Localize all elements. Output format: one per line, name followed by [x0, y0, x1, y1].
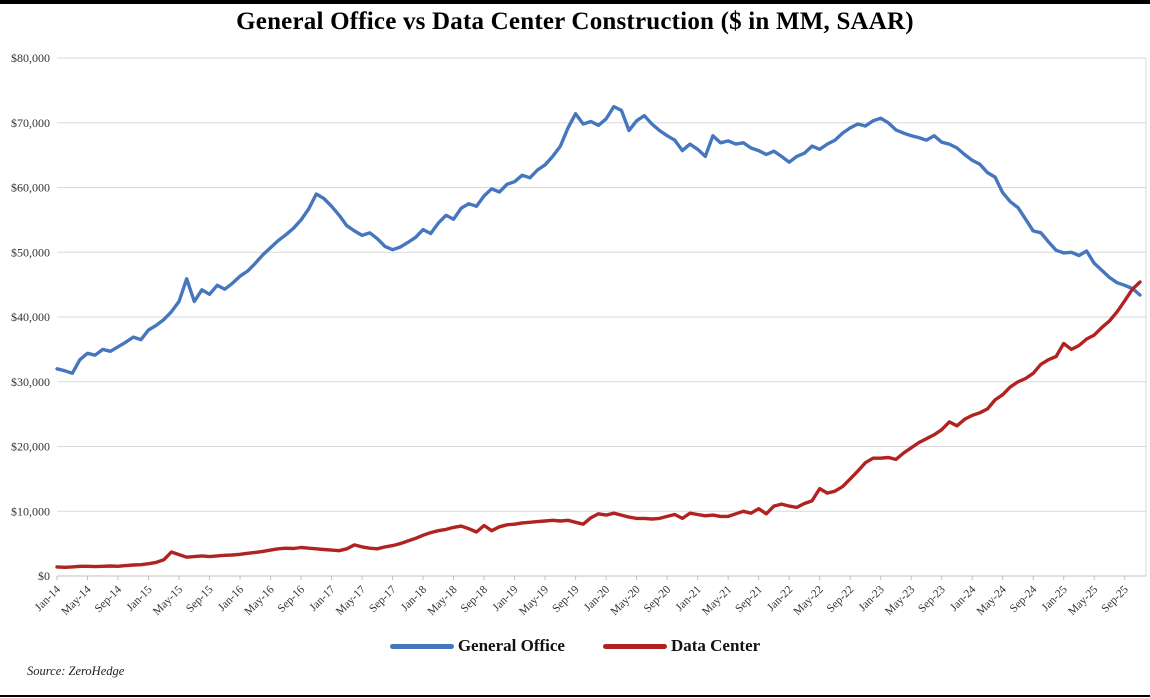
x-tick-label: May-15	[151, 583, 185, 617]
series-line-general-office	[55, 104, 1142, 375]
series-line-data-center	[55, 280, 1142, 569]
y-tick-label: $50,000	[11, 245, 50, 259]
x-tick-label: May-17	[334, 583, 368, 617]
x-tick-label: Sep-20	[642, 583, 674, 615]
legend-label-data-center: Data Center	[670, 636, 761, 655]
x-tick-label: May-18	[425, 583, 459, 617]
data-center-line-swatch	[602, 643, 667, 649]
chart-svg: $0 $10,000 $20,000 $30,000 $40,000 $50,000 $60…	[11, 51, 1147, 618]
x-tick-label: Sep-16	[276, 583, 308, 615]
y-tick-label: $40,000	[11, 310, 50, 324]
gridlines	[57, 57, 1146, 512]
x-tick-label: Sep-21	[733, 583, 765, 615]
x-tick-label: May-19	[517, 583, 551, 617]
y-axis-labels: $0 $10,000 $20,000 $30,000 $40,000 $50,000 $60…	[11, 51, 50, 583]
x-tick-label: Sep-14	[93, 583, 125, 615]
x-tick-label: May-20	[609, 583, 643, 617]
x-tick-label: Sep-17	[367, 583, 399, 615]
legend-item-general-office: General Office	[389, 636, 565, 656]
y-tick-label: $0	[38, 569, 50, 583]
x-tick-label: May-24	[975, 583, 1009, 617]
y-tick-label: $10,000	[11, 504, 50, 518]
x-tick-label: May-14	[59, 583, 93, 617]
y-tick-label: $80,000	[11, 51, 50, 65]
y-tick-label: $30,000	[11, 375, 50, 389]
x-tick-label: May-22	[792, 583, 826, 617]
y-tick-label: $70,000	[11, 116, 50, 130]
x-tick-label: Sep-22	[825, 583, 857, 615]
legend-label-general-office: General Office	[457, 636, 565, 655]
x-tick-label: May-21	[700, 583, 734, 617]
legend: General Office Data Center	[0, 636, 1150, 656]
top-divider	[0, 0, 1150, 4]
source-note: Source: ZeroHedge	[27, 664, 125, 678]
x-tick-label: Sep-19	[550, 583, 582, 615]
x-tick-label: May-23	[883, 583, 917, 617]
x-tick-label: Sep-23	[916, 583, 948, 615]
legend-item-data-center: Data Center	[602, 636, 761, 656]
x-tick-label: Sep-24	[1008, 583, 1040, 615]
general-office-line-swatch	[389, 643, 454, 649]
bottom-divider	[0, 695, 1150, 697]
chart-title: General Office vs Data Center Constructi…	[236, 8, 914, 35]
x-tick-label: May-25	[1066, 583, 1100, 617]
x-tick-label: Sep-15	[184, 583, 216, 615]
y-tick-label: $20,000	[11, 440, 50, 454]
x-tick-label: May-16	[242, 583, 276, 617]
x-tick-label: Sep-25	[1099, 583, 1131, 615]
x-tick-label: Sep-18	[459, 583, 491, 615]
y-tick-label: $60,000	[11, 181, 50, 195]
